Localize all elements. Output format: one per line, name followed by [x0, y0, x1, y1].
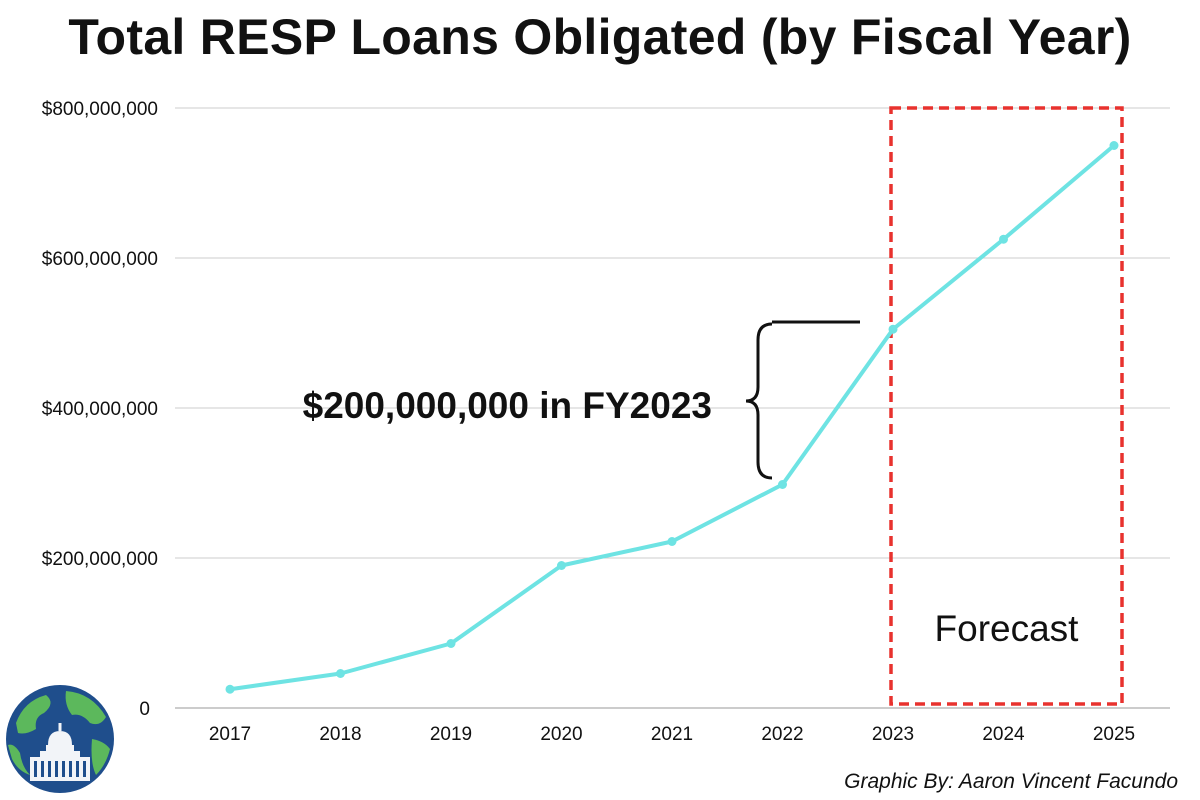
data-point: [1109, 141, 1119, 150]
series-line: [225, 141, 1119, 694]
x-tick-label: 2023: [872, 724, 914, 745]
y-axis-ticks: 0 $200,000,000 $400,000,000 $600,000,000 $80…: [42, 99, 158, 720]
x-tick-label: 2018: [319, 724, 361, 745]
forecast-region: Forecast: [889, 106, 1124, 706]
annotation-text: $200,000,000 in FY2023: [303, 385, 712, 426]
annotation-brace: [745, 322, 773, 480]
x-tick-label: 2019: [430, 724, 472, 745]
x-tick-label: 2022: [761, 724, 803, 745]
data-point: [336, 669, 345, 678]
globe-capitol-icon: [6, 685, 114, 793]
data-point: [778, 480, 787, 489]
x-tick-label: 2020: [540, 724, 582, 745]
annotation: $200,000,000 in FY2023: [303, 320, 860, 480]
data-point: [446, 639, 456, 648]
x-tick-label: 2017: [209, 724, 251, 745]
chart-title: Total RESP Loans Obligated (by Fiscal Ye…: [68, 9, 1132, 65]
x-tick-label: 2024: [982, 724, 1025, 745]
y-tick-label: $200,000,000: [42, 549, 158, 570]
y-tick-label: $400,000,000: [42, 399, 158, 420]
credit-text: Graphic By: Aaron Vincent Facundo: [844, 770, 1178, 793]
data-point: [225, 684, 235, 694]
data-point: [667, 537, 677, 546]
y-tick-label: 0: [139, 699, 150, 720]
data-point: [557, 561, 566, 570]
data-point: [999, 234, 1008, 244]
x-axis-ticks: 2017 2018 2019 2020 2021 2022 2023 2024 2025: [209, 724, 1135, 745]
forecast-box: [889, 106, 1124, 706]
y-tick-label: $600,000,000: [42, 249, 158, 270]
y-tick-label: $800,000,000: [42, 99, 158, 120]
forecast-label: Forecast: [935, 608, 1080, 649]
x-tick-label: 2025: [1093, 724, 1135, 745]
grid-lines: [175, 107, 1170, 709]
x-tick-label: 2021: [651, 724, 693, 745]
data-point: [888, 324, 898, 334]
